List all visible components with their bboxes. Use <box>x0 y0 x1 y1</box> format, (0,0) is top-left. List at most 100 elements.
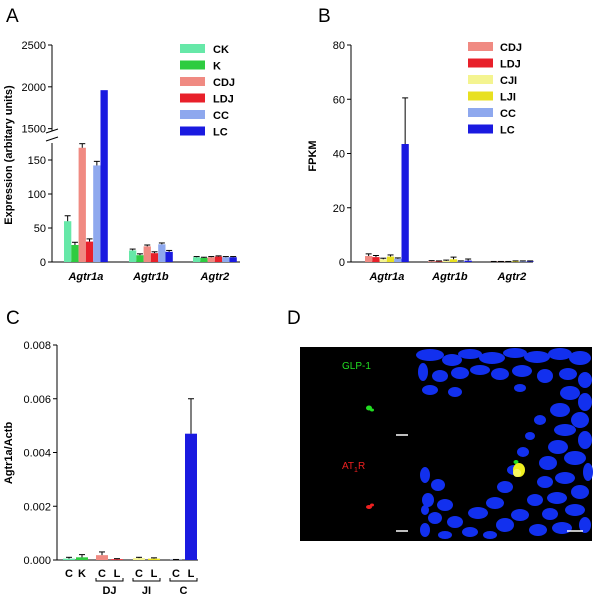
nuclei-dapi <box>416 348 593 539</box>
tick-label-a-upper: 2000 <box>22 82 46 94</box>
panel-a-chart: 0 50 100 150 1500 2000 2500 Expression (arbitar… <box>3 40 240 283</box>
legend-a-swatch-LC <box>180 126 205 136</box>
bar-b-LJI-Agtr1b <box>449 259 458 262</box>
legend-b-label-LDJ: LDJ <box>500 59 521 71</box>
legend-a-swatch-LDJ <box>180 93 205 103</box>
bar-b-LDJ-Agtr1a <box>372 257 380 262</box>
legend-a-label-CDJ: CDJ <box>213 77 235 89</box>
bar-b-LJI-Agtr2 <box>511 261 520 262</box>
bar-c-C-2 <box>96 555 108 560</box>
legend-b-swatch-LC <box>468 124 493 134</box>
tick-label-b: 0 <box>339 257 345 269</box>
at1r-label: AT1R <box>342 461 365 474</box>
category-a-Agtr1b: Agtr1b <box>132 271 169 283</box>
bar-a-CK-Agtr2 <box>193 257 201 262</box>
at1r-label-sub: 1 <box>354 467 358 474</box>
bar-b-CC-Agtr1b <box>457 261 465 262</box>
legend-a-swatch-CC <box>180 110 205 119</box>
bar-a-CDJ-Agtr1a <box>78 147 86 262</box>
panel-c-letter: C <box>6 308 20 329</box>
category-b-Agtr1a: Agtr1a <box>368 271 404 283</box>
tick-label-b: 80 <box>333 40 345 52</box>
bar-a-LC-Agtr1a-lower <box>100 143 108 262</box>
bar-a-LC-Agtr2 <box>229 257 237 262</box>
at1r-signal <box>366 503 374 509</box>
tick-label-a-upper: 1500 <box>22 124 46 136</box>
panel-b-letter: B <box>318 6 331 27</box>
bar-c-L-5 <box>148 558 160 560</box>
legend-b-label-CJI: CJI <box>500 75 517 87</box>
panel-d-letter: D <box>287 308 301 329</box>
axis-a-break-upper <box>45 128 59 134</box>
category-c-C-0: C <box>65 568 73 580</box>
glp1-label: GLP-1 <box>342 361 371 372</box>
legend-b-swatch-CDJ <box>468 42 493 51</box>
glp1-signal <box>366 405 519 464</box>
category-c-C-2: C <box>98 568 106 580</box>
legend-b-swatch-LJI <box>468 91 493 101</box>
legend-a-swatch-CDJ <box>180 77 205 86</box>
tick-label-a-lower: 50 <box>34 223 46 235</box>
group-bracket-c-DJ <box>95 578 124 582</box>
bar-b-LC-Agtr1b <box>464 260 472 262</box>
tick-label-c: 0.004 <box>23 448 51 460</box>
group-bracket-c-JI <box>132 578 161 582</box>
bar-b-CC-Agtr2 <box>519 261 527 262</box>
bar-b-CJI-Agtr1b <box>442 260 450 262</box>
category-c-C-4: C <box>135 568 143 580</box>
legend-b-label-LJI: LJI <box>500 92 516 104</box>
tick-label-c: 0.002 <box>23 501 51 513</box>
group-label-c-JI: JI <box>142 585 151 596</box>
bar-a-CC-Agtr2 <box>222 257 230 262</box>
category-c-L-5: L <box>151 568 158 580</box>
tick-label-a-lower: 150 <box>28 155 46 167</box>
legend-a-swatch-K <box>180 60 205 70</box>
tick-label-a-lower: 0 <box>40 257 46 269</box>
axis-b-ylabel: FPKM <box>307 140 319 171</box>
group-label-c-C: C <box>180 585 188 596</box>
bar-a-LDJ-Agtr2 <box>214 256 223 262</box>
bar-a-LDJ-Agtr1a <box>85 241 94 262</box>
bar-c-L-7 <box>185 433 197 560</box>
axis-a-break-lower <box>45 136 59 142</box>
bar-a-K-Agtr1b <box>136 255 144 262</box>
category-b-Agtr1b: Agtr1b <box>431 271 468 283</box>
tick-label-a-upper: 2500 <box>22 40 46 52</box>
panel-b-chart: 0 20 40 60 80 FPKM Agtr1a Agtr1b Agtr2 CDJ LDJ CJI L… <box>307 40 534 283</box>
bar-c-C-4 <box>133 558 145 560</box>
at1r-label-tail: R <box>358 461 365 472</box>
bar-b-LC-Agtr2 <box>526 261 534 262</box>
merged-yellow-cell <box>513 463 525 477</box>
legend-b-swatch-CC <box>468 108 493 117</box>
bar-a-CC-Agtr1a <box>93 165 101 262</box>
bar-a-K-Agtr2 <box>200 257 208 262</box>
panel-a-letter: A <box>6 6 19 27</box>
bar-b-CC-Agtr1a <box>394 258 402 262</box>
bar-b-LDJ-Agtr1b <box>435 261 443 262</box>
legend-b-swatch-LDJ <box>468 58 493 68</box>
bar-c-K-1 <box>76 557 88 560</box>
group-bracket-c-C <box>169 578 198 582</box>
tick-label-b: 20 <box>333 203 345 215</box>
bar-b-CDJ-Agtr1b <box>428 261 436 262</box>
bar-a-K-Agtr1a <box>71 245 79 262</box>
category-a-Agtr1a: Agtr1a <box>67 271 103 283</box>
tick-label-c: 0.008 <box>23 340 51 352</box>
category-a-Agtr2: Agtr2 <box>200 271 230 283</box>
bar-a-LC-Agtr1b <box>165 251 173 262</box>
tick-label-c: 0.000 <box>23 555 51 567</box>
bar-a-CK-Agtr1b <box>129 250 137 262</box>
bar-b-LC-Agtr1a <box>401 144 409 262</box>
category-b-Agtr2: Agtr2 <box>497 271 527 283</box>
legend-a-label-CC: CC <box>213 110 229 122</box>
tick-label-a-lower: 100 <box>28 189 46 201</box>
category-c-C-6: C <box>172 568 180 580</box>
bar-a-LC-Agtr1a <box>100 90 108 143</box>
legend-a-label-CK: CK <box>213 44 229 56</box>
panel-d-micrograph: GLP-1 AT1R <box>300 347 593 541</box>
bar-a-CDJ-Agtr2 <box>207 257 215 262</box>
bar-b-LJI-Agtr1a <box>386 256 395 262</box>
legend-a-label-LC: LC <box>213 127 228 139</box>
